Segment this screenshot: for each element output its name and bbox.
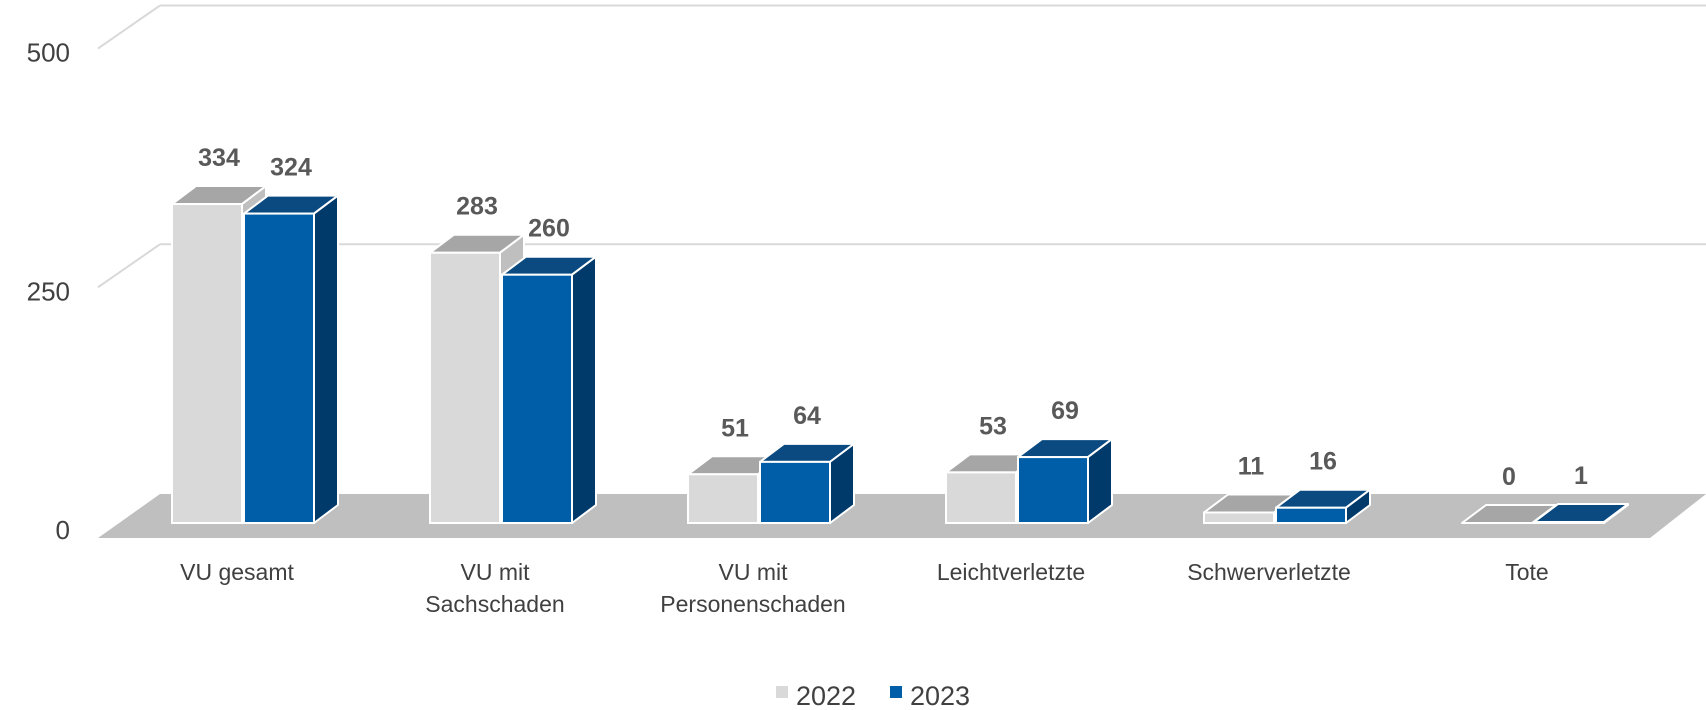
data-label: 53: [979, 412, 1007, 440]
data-label: 51: [721, 414, 749, 442]
data-label: 11: [1238, 452, 1265, 480]
y-tick-label: 0: [56, 515, 70, 545]
gridline-side: [97, 4, 161, 50]
bar-2023-4: [1275, 488, 1371, 525]
chart-floor: [98, 494, 1706, 538]
data-label: 334: [198, 144, 240, 172]
legend-swatch: [890, 686, 902, 698]
bars: [171, 185, 1629, 525]
gridlines: [97, 4, 1706, 289]
category-label: VU mit Sachschaden: [425, 559, 564, 617]
bar-2023-3: [1017, 438, 1113, 525]
data-label: 283: [456, 193, 498, 221]
data-label: 0: [1502, 463, 1516, 491]
data-label: 324: [270, 154, 312, 182]
bar-2023-0: [243, 194, 339, 525]
y-axis-ticks: 0 250 500: [27, 38, 70, 546]
category-labels: VU gesamt VU mit Sachschaden VU mit Personen…: [180, 559, 1549, 617]
data-labels: 334 324 283 260 51 64 53 69 11 16 0 1: [198, 144, 1588, 491]
legend-item-2022: 2022: [776, 681, 856, 710]
category-label: VU gesamt: [180, 559, 294, 585]
legend: 2022 2023: [776, 681, 970, 710]
data-label: 69: [1051, 397, 1079, 425]
gridline-side: [97, 243, 161, 289]
category-label: Schwerverletzte: [1187, 559, 1351, 585]
y-tick-label: 500: [27, 38, 70, 68]
category-label: Tote: [1505, 559, 1548, 585]
legend-label: 2023: [910, 681, 970, 710]
bar-2023-5: [1533, 503, 1629, 524]
y-tick-label: 250: [27, 276, 70, 306]
data-label: 1: [1574, 462, 1588, 490]
data-label: 64: [793, 402, 821, 430]
bar-2023-2: [759, 442, 855, 525]
legend-item-2023: 2023: [890, 681, 970, 710]
legend-swatch: [776, 686, 788, 698]
data-label: 16: [1309, 448, 1337, 476]
category-label: Leichtverletzte: [937, 559, 1085, 585]
legend-label: 2022: [796, 681, 856, 710]
data-label: 260: [528, 215, 570, 243]
bar-2023-1: [501, 255, 597, 525]
category-label: VU mit Personenschaden: [660, 559, 845, 617]
